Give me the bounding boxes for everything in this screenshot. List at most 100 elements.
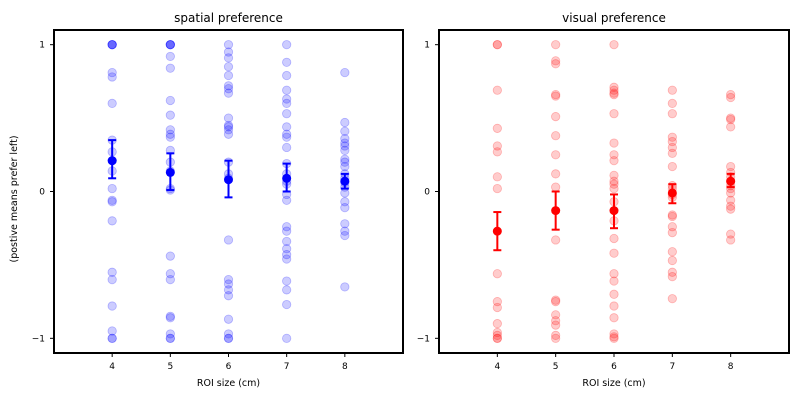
data-point xyxy=(282,94,292,104)
data-point xyxy=(107,40,117,50)
data-point xyxy=(340,138,350,148)
data-point xyxy=(223,329,234,339)
data-point xyxy=(282,333,292,343)
data-point xyxy=(726,122,736,132)
spatial-panel-title: spatial preference xyxy=(174,11,283,25)
data-point xyxy=(282,142,292,153)
data-point xyxy=(492,319,502,329)
data-point xyxy=(726,235,736,245)
data-point xyxy=(165,129,175,139)
data-point xyxy=(492,327,502,338)
data-point xyxy=(223,291,234,301)
data-point xyxy=(551,235,561,245)
data-point xyxy=(551,333,561,343)
visual-preference-panel: visual preference ROI size (cm) 4 5 6 7 8 1 0 −… xyxy=(417,11,790,389)
data-point xyxy=(165,63,175,73)
data-point xyxy=(107,183,117,194)
data-point xyxy=(107,98,117,109)
data-point xyxy=(667,255,677,266)
data-point xyxy=(223,129,234,139)
data-point xyxy=(551,59,561,69)
data-point xyxy=(492,172,502,182)
data-point xyxy=(282,285,292,295)
data-point xyxy=(609,156,619,166)
x-tick-label: 4 xyxy=(494,362,500,372)
data-point xyxy=(492,333,502,343)
data-point xyxy=(165,40,175,50)
data-point xyxy=(667,247,677,257)
data-point xyxy=(223,53,234,63)
data-point xyxy=(107,301,117,311)
data-point xyxy=(340,226,350,236)
data-point xyxy=(223,40,234,50)
data-point xyxy=(551,182,561,192)
data-point xyxy=(667,211,677,222)
visual-panel-title: visual preference xyxy=(562,11,666,25)
data-point xyxy=(282,254,292,264)
data-point xyxy=(165,274,175,285)
data-point xyxy=(282,226,292,236)
data-point xyxy=(165,132,175,142)
data-point xyxy=(165,313,175,323)
data-point xyxy=(340,188,350,198)
data-point xyxy=(726,229,736,239)
data-point xyxy=(492,141,502,151)
data-point xyxy=(551,56,561,66)
data-point xyxy=(340,67,350,78)
data-point xyxy=(667,228,677,238)
data-point xyxy=(223,47,234,57)
data-point xyxy=(726,113,736,123)
data-point xyxy=(609,90,619,100)
data-point xyxy=(609,276,619,286)
data-point xyxy=(282,195,292,205)
data-point xyxy=(340,219,350,229)
data-point xyxy=(551,90,561,100)
data-point xyxy=(667,109,677,119)
data-point xyxy=(667,267,677,277)
data-point xyxy=(107,333,117,343)
data-point xyxy=(223,113,234,123)
x-tick-label: 4 xyxy=(109,362,115,372)
mean-marker xyxy=(551,206,561,216)
data-point xyxy=(107,40,117,50)
data-point xyxy=(107,326,117,336)
data-point xyxy=(667,142,677,153)
data-point xyxy=(282,98,292,109)
y-tick-label: 0 xyxy=(39,188,45,198)
mean-marker xyxy=(726,176,736,186)
data-point xyxy=(609,40,619,50)
data-point xyxy=(609,88,619,98)
spatial-plot-frame xyxy=(53,29,404,354)
data-point xyxy=(667,132,677,142)
data-point xyxy=(551,131,561,141)
data-point xyxy=(223,125,234,135)
data-point xyxy=(609,332,619,342)
data-point xyxy=(492,123,502,133)
data-point xyxy=(609,289,619,299)
data-point xyxy=(107,195,117,205)
data-point xyxy=(667,294,677,304)
y-tick-label: −1 xyxy=(32,334,45,344)
data-point xyxy=(340,154,350,164)
data-point xyxy=(492,269,502,279)
data-point xyxy=(340,134,350,144)
data-point xyxy=(282,109,292,119)
data-point xyxy=(726,90,736,100)
data-point xyxy=(165,125,175,135)
data-point xyxy=(609,333,619,343)
data-point xyxy=(551,320,561,330)
data-point xyxy=(609,176,619,186)
data-point xyxy=(667,98,677,109)
data-point xyxy=(223,120,234,131)
spatial-preference-panel: spatial preference (postive means prefer… xyxy=(9,11,404,389)
data-point xyxy=(492,147,502,157)
data-point xyxy=(282,129,292,139)
data-point xyxy=(107,67,117,78)
data-point xyxy=(667,148,677,158)
data-point xyxy=(551,112,561,122)
mean-marker xyxy=(165,167,175,177)
y-tick-label: 1 xyxy=(424,41,430,51)
data-point xyxy=(340,141,350,151)
data-point xyxy=(551,330,561,340)
data-point xyxy=(609,85,619,95)
